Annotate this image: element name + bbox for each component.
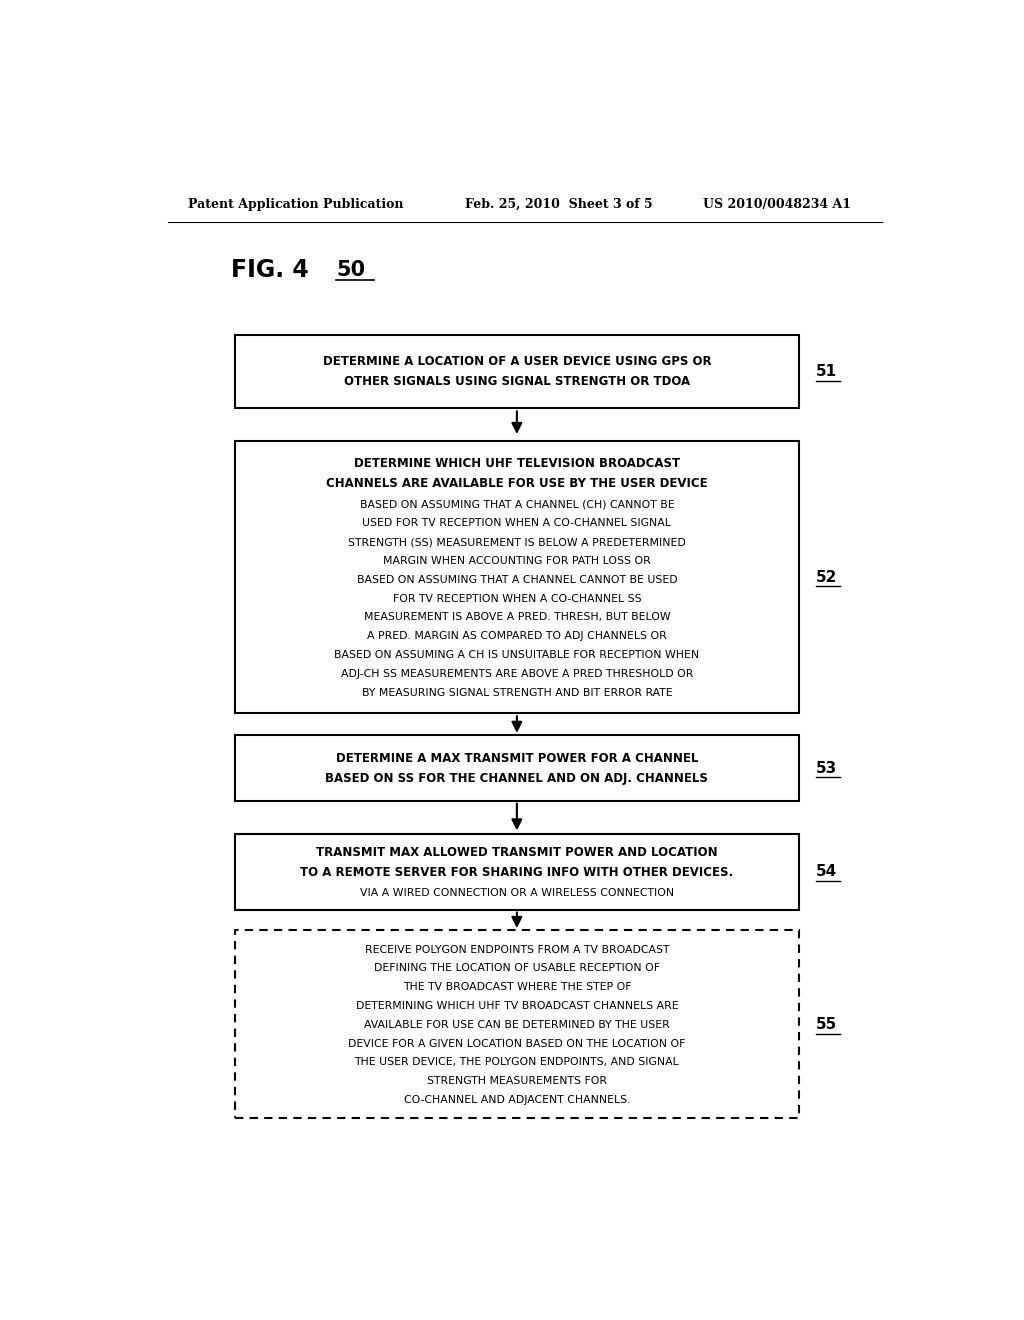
Text: VIA A WIRED CONNECTION OR A WIRELESS CONNECTION: VIA A WIRED CONNECTION OR A WIRELESS CON… — [359, 888, 674, 898]
Text: AVAILABLE FOR USE CAN BE DETERMINED BY THE USER: AVAILABLE FOR USE CAN BE DETERMINED BY T… — [364, 1020, 670, 1030]
Text: 50: 50 — [336, 260, 365, 280]
Bar — [236, 335, 799, 408]
Text: STRENGTH (SS) MEASUREMENT IS BELOW A PREDETERMINED: STRENGTH (SS) MEASUREMENT IS BELOW A PRE… — [348, 537, 686, 546]
Text: OTHER SIGNALS USING SIGNAL STRENGTH OR TDOA: OTHER SIGNALS USING SIGNAL STRENGTH OR T… — [344, 375, 690, 388]
Bar — [236, 931, 799, 1118]
Text: DEFINING THE LOCATION OF USABLE RECEPTION OF: DEFINING THE LOCATION OF USABLE RECEPTIO… — [374, 964, 659, 973]
Text: BASED ON ASSUMING THAT A CHANNEL CANNOT BE USED: BASED ON ASSUMING THAT A CHANNEL CANNOT … — [356, 574, 677, 585]
Text: Patent Application Publication: Patent Application Publication — [187, 198, 403, 211]
Text: THE USER DEVICE, THE POLYGON ENDPOINTS, AND SIGNAL: THE USER DEVICE, THE POLYGON ENDPOINTS, … — [354, 1057, 679, 1068]
Text: CHANNELS ARE AVAILABLE FOR USE BY THE USER DEVICE: CHANNELS ARE AVAILABLE FOR USE BY THE US… — [326, 477, 708, 490]
Text: USED FOR TV RECEPTION WHEN A CO-CHANNEL SIGNAL: USED FOR TV RECEPTION WHEN A CO-CHANNEL … — [362, 519, 672, 528]
Text: TRANSMIT MAX ALLOWED TRANSMIT POWER AND LOCATION: TRANSMIT MAX ALLOWED TRANSMIT POWER AND … — [316, 846, 718, 859]
Text: DETERMINE WHICH UHF TELEVISION BROADCAST: DETERMINE WHICH UHF TELEVISION BROADCAST — [354, 457, 680, 470]
Text: US 2010/0048234 A1: US 2010/0048234 A1 — [703, 198, 851, 211]
Text: BY MEASURING SIGNAL STRENGTH AND BIT ERROR RATE: BY MEASURING SIGNAL STRENGTH AND BIT ERR… — [361, 688, 672, 697]
Text: BASED ON ASSUMING A CH IS UNSUITABLE FOR RECEPTION WHEN: BASED ON ASSUMING A CH IS UNSUITABLE FOR… — [334, 649, 699, 660]
Text: 54: 54 — [816, 865, 838, 879]
Text: FOR TV RECEPTION WHEN A CO-CHANNEL SS: FOR TV RECEPTION WHEN A CO-CHANNEL SS — [392, 594, 641, 603]
Text: Feb. 25, 2010  Sheet 3 of 5: Feb. 25, 2010 Sheet 3 of 5 — [465, 198, 653, 211]
Text: 52: 52 — [816, 570, 838, 585]
Text: 55: 55 — [816, 1016, 838, 1032]
Text: DETERMINE A MAX TRANSMIT POWER FOR A CHANNEL: DETERMINE A MAX TRANSMIT POWER FOR A CHA… — [336, 752, 698, 764]
Text: ADJ-CH SS MEASUREMENTS ARE ABOVE A PRED THRESHOLD OR: ADJ-CH SS MEASUREMENTS ARE ABOVE A PRED … — [341, 669, 693, 678]
Text: 53: 53 — [816, 760, 838, 776]
Text: DETERMINING WHICH UHF TV BROADCAST CHANNELS ARE: DETERMINING WHICH UHF TV BROADCAST CHANN… — [355, 1001, 678, 1011]
Text: FIG. 4: FIG. 4 — [231, 259, 309, 282]
Text: BASED ON ASSUMING THAT A CHANNEL (CH) CANNOT BE: BASED ON ASSUMING THAT A CHANNEL (CH) CA… — [359, 499, 674, 510]
Bar — [236, 441, 799, 713]
Text: BASED ON SS FOR THE CHANNEL AND ON ADJ. CHANNELS: BASED ON SS FOR THE CHANNEL AND ON ADJ. … — [326, 772, 709, 784]
Bar — [236, 834, 799, 909]
Text: DETERMINE A LOCATION OF A USER DEVICE USING GPS OR: DETERMINE A LOCATION OF A USER DEVICE US… — [323, 355, 712, 368]
Text: DEVICE FOR A GIVEN LOCATION BASED ON THE LOCATION OF: DEVICE FOR A GIVEN LOCATION BASED ON THE… — [348, 1039, 685, 1048]
Text: MARGIN WHEN ACCOUNTING FOR PATH LOSS OR: MARGIN WHEN ACCOUNTING FOR PATH LOSS OR — [383, 556, 650, 566]
Text: TO A REMOTE SERVER FOR SHARING INFO WITH OTHER DEVICES.: TO A REMOTE SERVER FOR SHARING INFO WITH… — [300, 866, 733, 879]
Text: THE TV BROADCAST WHERE THE STEP OF: THE TV BROADCAST WHERE THE STEP OF — [402, 982, 631, 993]
Text: A PRED. MARGIN AS COMPARED TO ADJ CHANNELS OR: A PRED. MARGIN AS COMPARED TO ADJ CHANNE… — [367, 631, 667, 642]
Text: CO-CHANNEL AND ADJACENT CHANNELS.: CO-CHANNEL AND ADJACENT CHANNELS. — [403, 1096, 630, 1105]
Text: STRENGTH MEASUREMENTS FOR: STRENGTH MEASUREMENTS FOR — [427, 1076, 607, 1086]
Text: 51: 51 — [816, 364, 838, 379]
Bar — [236, 735, 799, 801]
Text: MEASUREMENT IS ABOVE A PRED. THRESH, BUT BELOW: MEASUREMENT IS ABOVE A PRED. THRESH, BUT… — [364, 612, 670, 622]
Text: RECEIVE POLYGON ENDPOINTS FROM A TV BROADCAST: RECEIVE POLYGON ENDPOINTS FROM A TV BROA… — [365, 945, 669, 954]
